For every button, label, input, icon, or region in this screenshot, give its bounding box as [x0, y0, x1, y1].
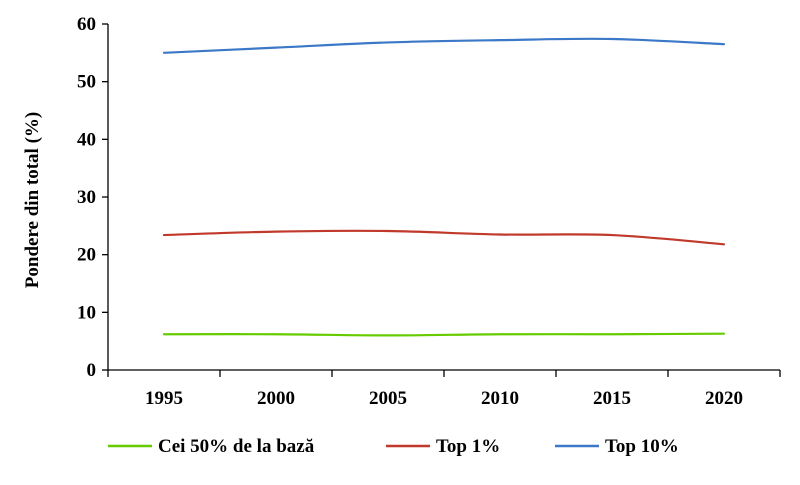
x-tick-label: 2000 — [257, 388, 295, 409]
y-tick-label: 60 — [77, 14, 96, 35]
legend-label-2: Top 10% — [605, 436, 679, 457]
y-axis-title: Pondere din total (%) — [22, 112, 43, 288]
y-tick-label: 10 — [77, 302, 96, 323]
series-lines — [162, 37, 726, 337]
series-line-0 — [162, 332, 726, 337]
x-tick-label: 2005 — [369, 388, 407, 409]
legend-label-0: Cei 50% de la bază — [158, 436, 315, 457]
x-tick-label: 2010 — [481, 388, 519, 409]
y-tick-label: 30 — [77, 187, 96, 208]
y-tick-label: 40 — [77, 129, 96, 150]
legend: Cei 50% de la bază Top 1% Top 10% — [108, 436, 679, 457]
x-tick-label: 2015 — [593, 388, 631, 409]
y-tick-label: 20 — [77, 245, 96, 266]
x-tick-label: 1995 — [145, 388, 183, 409]
series-line-1 — [162, 229, 726, 246]
y-tick-label: 50 — [77, 72, 96, 93]
legend-label-1: Top 1% — [436, 436, 500, 457]
x-tick-label: 2020 — [705, 388, 743, 409]
x-axis: 1995 2000 2005 2010 2015 2020 — [107, 369, 781, 409]
y-tick-label: 0 — [87, 360, 97, 381]
series-line-2 — [162, 37, 726, 54]
y-axis: 0 10 20 30 40 50 60 — [77, 14, 109, 381]
